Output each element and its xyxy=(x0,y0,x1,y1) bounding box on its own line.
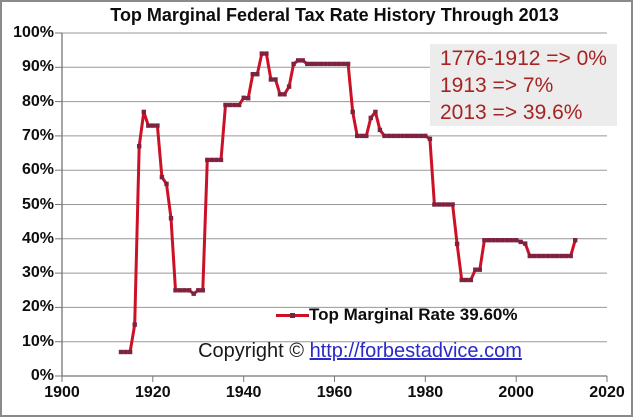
chart-title: Top Marginal Federal Tax Rate History Th… xyxy=(110,5,559,25)
legend-label: Top Marginal Rate 39.60% xyxy=(309,305,518,324)
copyright-link[interactable]: http://forbestadvice.com xyxy=(309,340,522,362)
x-axis-tick-label: 1940 xyxy=(225,384,262,401)
x-axis-tick-label: 1920 xyxy=(135,384,171,401)
x-axis-tick-label: 1980 xyxy=(407,384,444,401)
y-axis-tick-label: 0% xyxy=(30,367,54,384)
y-axis-tick-label: 50% xyxy=(21,195,54,213)
x-axis-tick-label: 1900 xyxy=(44,384,80,401)
annotation-line: 2013 => 39.6% xyxy=(440,101,583,124)
y-axis-tick-label: 100% xyxy=(13,24,54,41)
y-axis-tick-label: 30% xyxy=(21,264,54,282)
y-axis-tick-label: 10% xyxy=(21,332,54,350)
x-axis-tick-label: 1960 xyxy=(316,384,353,401)
annotation-line: 1776-1912 => 0% xyxy=(440,47,607,70)
annotation-box: 1776-1912 => 0% 1913 => 7% 2013 => 39.6% xyxy=(430,44,617,126)
y-axis-tick-label: 40% xyxy=(21,229,54,247)
copyright: Copyright © http://forbestadvice.com xyxy=(80,340,633,363)
legend-marker-icon xyxy=(290,313,295,318)
x-axis-tick-label: 2000 xyxy=(498,384,534,401)
y-axis-tick-label: 70% xyxy=(21,126,54,144)
y-axis-tick-label: 20% xyxy=(21,298,54,316)
legend-line-marker-icon xyxy=(276,304,309,326)
y-axis-tick-label: 60% xyxy=(21,161,54,179)
legend: Top Marginal Rate 39.60% xyxy=(276,304,517,326)
y-axis-tick-label: 80% xyxy=(21,92,54,110)
annotation-line: 1913 => 7% xyxy=(440,74,554,97)
x-axis-tick-label: 2020 xyxy=(589,384,625,401)
y-axis-tick-label: 90% xyxy=(21,58,54,76)
copyright-text: Copyright © xyxy=(198,340,310,362)
